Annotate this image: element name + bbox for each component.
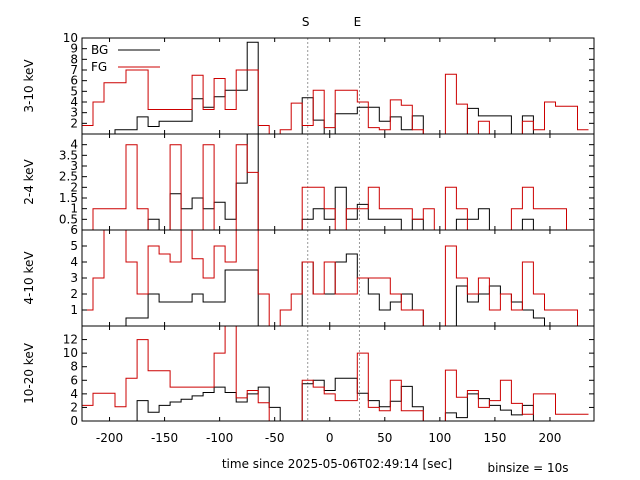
x-tick-label: 0 [326, 431, 334, 445]
legend: BG FG [91, 43, 160, 74]
x-tick-label: 100 [428, 431, 451, 445]
y-tick-label: 4 [70, 255, 78, 269]
panel-2: 0.511.522.533.54 2-4 keV [22, 133, 595, 231]
binsize-annotation: binsize = 10s [487, 461, 568, 475]
panel-3: 1 2 3 4 5 6 4-10 keV [22, 223, 595, 327]
series-fg-line [82, 325, 589, 422]
panel-frame [81, 325, 595, 422]
y-tick-label: 2.5 [59, 170, 78, 184]
x-tick-label: 150 [483, 431, 506, 445]
x-tick-label: 50 [377, 431, 392, 445]
y-tick-label: 8 [70, 360, 78, 374]
y-tick-label: 6 [70, 373, 78, 387]
y-tick-label: 3.5 [59, 148, 78, 162]
panel-frame [81, 37, 595, 135]
series-fg-line [82, 229, 589, 327]
y-tick-label: 6 [70, 74, 78, 88]
y-tick-label: 3 [70, 106, 78, 120]
y-axis-label: 2-4 keV [22, 158, 36, 204]
x-tick-label: 200 [539, 431, 562, 445]
y-tick-label: 4 [70, 95, 78, 109]
y-tick-label: 5 [70, 84, 78, 98]
y-tick-label: 0 [70, 414, 78, 428]
y-axis-label: 10-20 keV [22, 342, 36, 404]
y-tick-label: 3 [70, 271, 78, 285]
y-tick-label: 1 [70, 303, 78, 317]
y-tick-label: 2 [70, 180, 78, 194]
marker-label-s: S [302, 15, 310, 29]
panel-frame [81, 229, 595, 327]
x-axis-label: time since 2025-05-06T02:49:14 [sec] [222, 457, 452, 471]
x-tick-label: -150 [151, 431, 178, 445]
legend-label-bg: BG [91, 43, 108, 57]
y-tick-label: 12 [63, 333, 78, 347]
series-fg-line [82, 69, 589, 135]
panel-frame [81, 133, 595, 231]
x-tick-label: -100 [206, 431, 233, 445]
y-tick-label: 2 [70, 400, 78, 414]
y-tick-label: 3 [70, 159, 78, 173]
x-axis: -200 -150 -100 -50 0 50 100 150 200 [96, 431, 562, 445]
y-tick-label: 6 [70, 223, 78, 237]
y-tick-label: 8 [70, 52, 78, 66]
marker-label-e: E [354, 15, 362, 29]
y-tick-label: 7 [70, 63, 78, 77]
y-axis-label: 4-10 keV [22, 251, 36, 305]
y-tick-label: 9 [70, 42, 78, 56]
series-bg-line [82, 253, 589, 327]
y-tick-label: 1 [70, 202, 78, 216]
y-tick-label: 1.5 [59, 191, 78, 205]
x-tick-label: -200 [96, 431, 123, 445]
y-tick-label: 4 [70, 138, 78, 152]
y-tick-label: 5 [70, 239, 78, 253]
y-tick-label: 0.5 [59, 212, 78, 226]
y-tick-label: 2 [70, 287, 78, 301]
y-tick-label: 10 [63, 31, 78, 45]
y-tick-label: 2 [70, 116, 78, 130]
legend-label-fg: FG [91, 60, 107, 74]
y-tick-label: 4 [70, 387, 78, 401]
x-tick-label: -50 [265, 431, 285, 445]
y-tick-label: 10 [63, 346, 78, 360]
y-axis-label: 3-10 keV [22, 59, 36, 113]
